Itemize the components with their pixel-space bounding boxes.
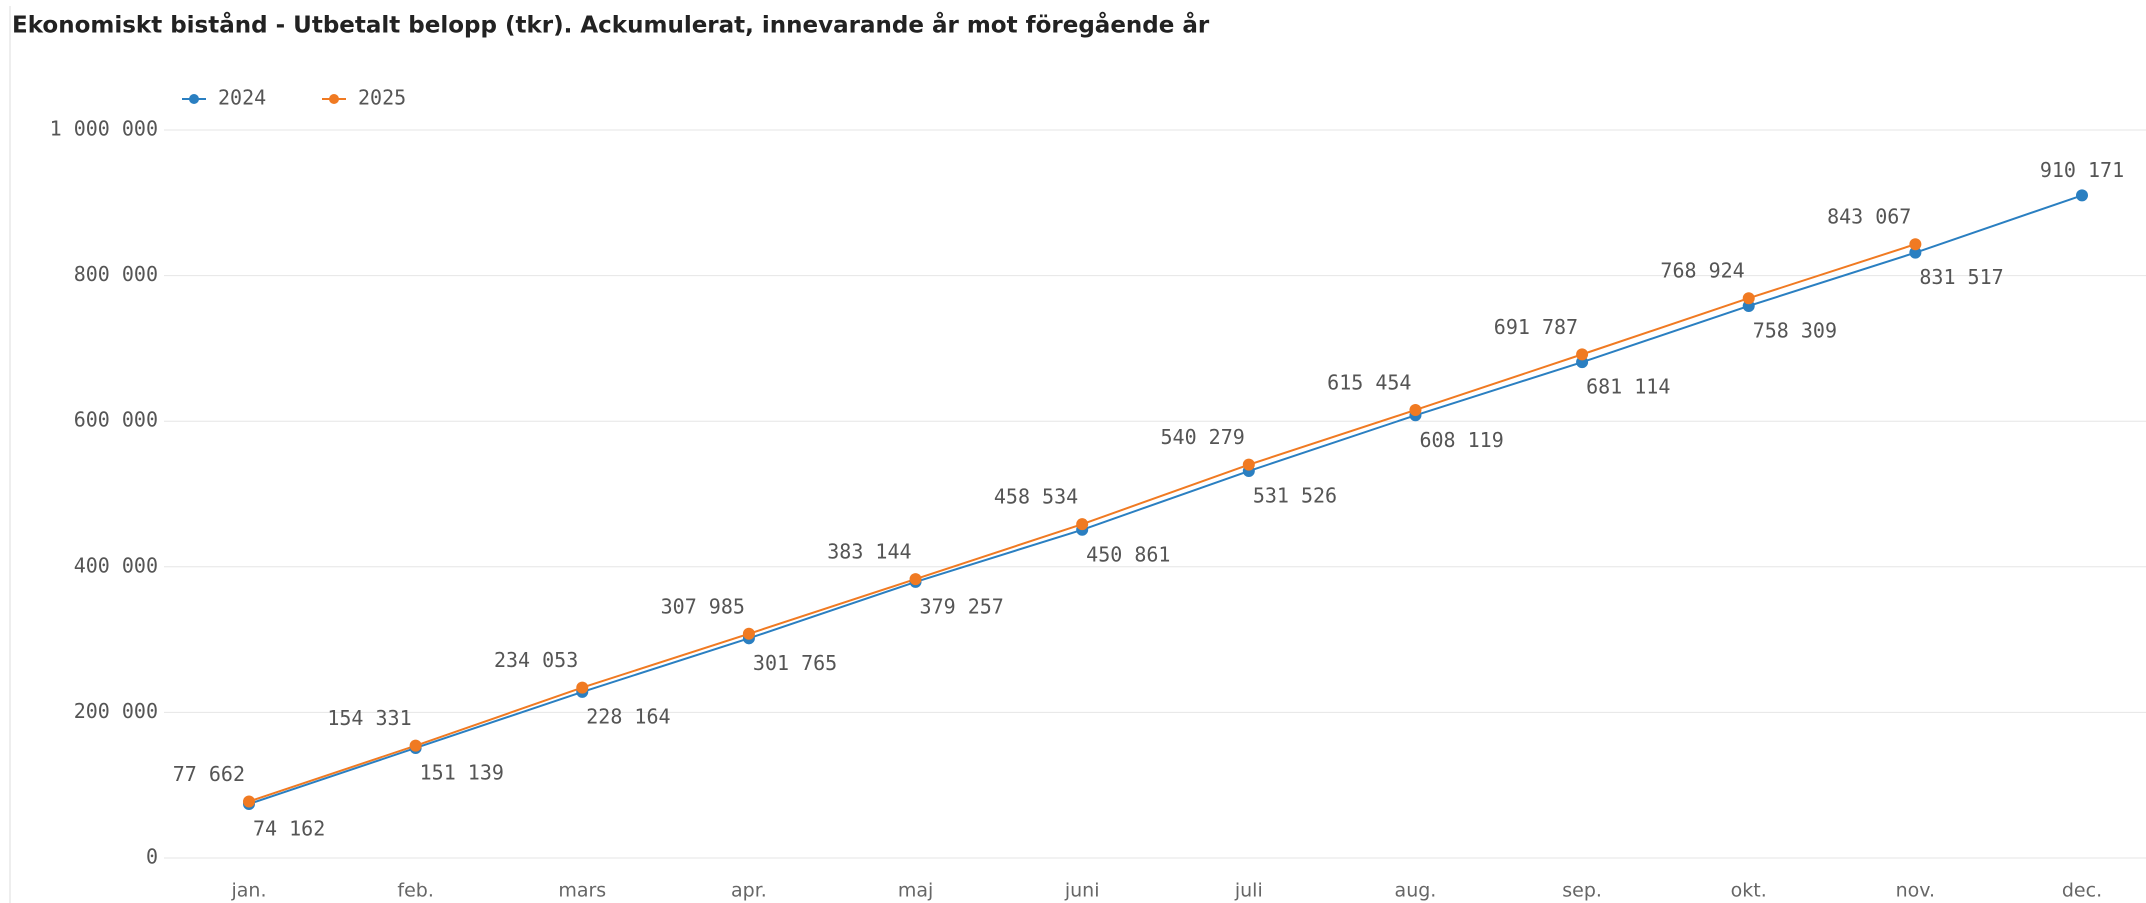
data-label: 608 119 xyxy=(1419,428,1503,452)
data-label: 768 924 xyxy=(1660,259,1744,283)
x-tick-label: maj xyxy=(898,880,933,902)
x-tick-label: juli xyxy=(1234,880,1263,902)
legend-label: 2025 xyxy=(358,86,406,110)
y-tick-label: 600 000 xyxy=(74,408,158,432)
data-label: 458 534 xyxy=(994,485,1078,509)
data-point xyxy=(243,795,255,808)
data-label: 910 171 xyxy=(2040,158,2124,182)
data-label: 151 139 xyxy=(420,760,504,784)
data-point xyxy=(1909,238,1922,251)
x-tick-label: jan. xyxy=(230,880,266,902)
chart-title: Ekonomiskt bistånd - Utbetalt belopp (tk… xyxy=(12,12,1210,39)
x-tick-label: aug. xyxy=(1395,880,1437,902)
data-label: 540 279 xyxy=(1161,425,1245,449)
data-label: 379 257 xyxy=(920,594,1004,618)
data-point xyxy=(1909,246,1922,259)
data-label: 843 067 xyxy=(1827,205,1911,229)
x-tick-label: sep. xyxy=(1562,880,1602,902)
x-tick-label: dec. xyxy=(2062,880,2102,902)
data-point xyxy=(1742,292,1755,305)
data-label: 74 162 xyxy=(253,817,325,841)
data-point xyxy=(1576,348,1589,361)
data-label: 615 454 xyxy=(1327,370,1411,394)
data-label: 228 164 xyxy=(586,704,670,728)
x-tick-label: okt. xyxy=(1731,880,1767,902)
data-point xyxy=(1409,403,1422,416)
x-tick-label: apr. xyxy=(731,880,767,902)
x-tick-label: nov. xyxy=(1896,880,1935,902)
data-label: 531 526 xyxy=(1253,484,1337,508)
data-label: 681 114 xyxy=(1586,375,1670,399)
y-tick-label: 400 000 xyxy=(74,553,158,577)
data-label: 450 861 xyxy=(1086,542,1170,566)
data-point xyxy=(2076,189,2088,202)
legend-label: 2024 xyxy=(218,86,266,110)
data-label: 77 662 xyxy=(173,762,245,786)
x-tick-label: mars xyxy=(558,880,606,902)
data-label: 383 144 xyxy=(827,540,911,564)
x-tick-label: juni xyxy=(1064,880,1100,902)
x-tick-label: feb. xyxy=(397,880,433,902)
y-tick-label: 1 000 000 xyxy=(50,117,158,141)
data-label: 831 517 xyxy=(1919,265,2003,289)
series-line xyxy=(248,194,2083,805)
y-tick-label: 0 xyxy=(146,845,158,869)
y-tick-label: 200 000 xyxy=(74,699,158,723)
data-point xyxy=(742,627,755,640)
data-label: 301 765 xyxy=(753,651,837,675)
y-tick-label: 800 000 xyxy=(74,262,158,286)
data-label: 154 331 xyxy=(327,706,411,730)
legend-dot xyxy=(189,94,199,104)
legend-dot xyxy=(329,94,339,104)
data-label: 307 985 xyxy=(661,594,745,618)
data-label: 234 053 xyxy=(494,648,578,672)
data-point xyxy=(909,573,922,586)
data-point xyxy=(1076,518,1089,531)
data-label: 691 787 xyxy=(1494,315,1578,339)
data-label: 758 309 xyxy=(1753,318,1837,342)
data-point xyxy=(1242,458,1255,471)
data-point xyxy=(576,681,589,694)
data-point xyxy=(409,739,422,752)
